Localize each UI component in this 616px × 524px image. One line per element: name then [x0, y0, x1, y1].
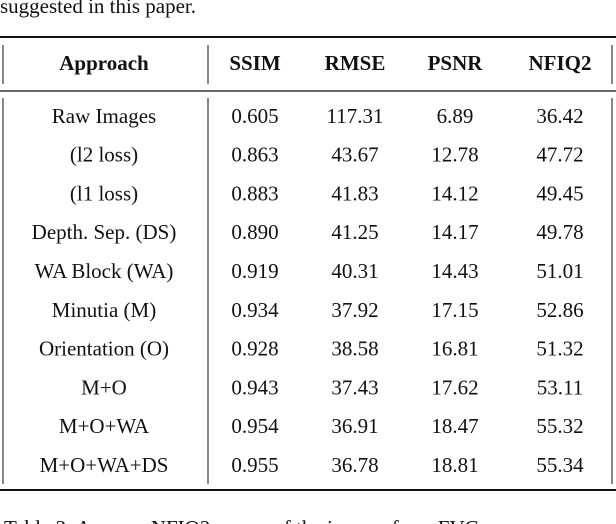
- cell: 47.72: [536, 143, 583, 167]
- cell: 37.92: [331, 298, 378, 322]
- cell: 12.78: [431, 143, 478, 167]
- cell: 40.31: [331, 259, 378, 283]
- column-header: RMSE: [325, 51, 386, 75]
- context-text: suggested in this paper.: [0, 0, 196, 18]
- cell: 41.25: [331, 220, 378, 244]
- cell: 36.78: [331, 453, 378, 477]
- row-label: Raw Images: [52, 104, 156, 128]
- cell: 0.890: [231, 220, 278, 244]
- cell: 51.32: [536, 337, 583, 361]
- cell: 0.928: [231, 337, 278, 361]
- caption: Table 3: Average NFIQ2 scores of the ima…: [4, 516, 479, 524]
- column-header: PSNR: [428, 51, 484, 75]
- cell: 43.67: [331, 143, 378, 167]
- column-header: NFIQ2: [529, 51, 592, 75]
- cell: 16.81: [431, 337, 478, 361]
- cell: 55.32: [536, 414, 583, 438]
- row-label: Minutia (M): [52, 298, 156, 322]
- cell: 6.89: [437, 104, 474, 128]
- row-label: M+O+WA: [59, 414, 150, 438]
- row-label: (l2 loss): [70, 143, 138, 167]
- cell: 49.45: [536, 181, 583, 205]
- cell: 0.954: [231, 414, 279, 438]
- cell: 36.91: [331, 414, 378, 438]
- cell: 14.12: [431, 181, 478, 205]
- cell: 36.42: [536, 104, 583, 128]
- cell: 0.863: [231, 143, 278, 167]
- cell: 17.15: [431, 298, 478, 322]
- row-label: M+O: [81, 375, 127, 399]
- cell: 51.01: [536, 259, 583, 283]
- cell: 0.934: [231, 298, 279, 322]
- cell: 0.919: [231, 259, 278, 283]
- cell: 38.58: [331, 337, 378, 361]
- cell: 41.83: [331, 181, 378, 205]
- cell: 55.34: [536, 453, 584, 477]
- cell: 0.883: [231, 181, 278, 205]
- cell: 53.11: [537, 375, 583, 399]
- row-label: WA Block (WA): [35, 259, 174, 283]
- row-label: (l1 loss): [70, 181, 138, 205]
- cell: 0.955: [231, 453, 278, 477]
- column-header: Approach: [59, 51, 149, 75]
- cell: 14.43: [431, 259, 478, 283]
- row-label: Depth. Sep. (DS): [32, 220, 177, 244]
- cell: 52.86: [536, 298, 583, 322]
- cell: 18.47: [431, 414, 478, 438]
- cell: 17.62: [431, 375, 478, 399]
- cell: 49.78: [536, 220, 583, 244]
- column-header: SSIM: [229, 51, 281, 75]
- cell: 0.943: [231, 375, 278, 399]
- cell: 37.43: [331, 375, 378, 399]
- row-label: M+O+WA+DS: [40, 453, 169, 477]
- cell: 0.605: [231, 104, 278, 128]
- cell: 14.17: [431, 220, 478, 244]
- row-label: Orientation (O): [39, 337, 169, 361]
- cell: 117.31: [327, 104, 384, 128]
- cell: 18.81: [431, 453, 478, 477]
